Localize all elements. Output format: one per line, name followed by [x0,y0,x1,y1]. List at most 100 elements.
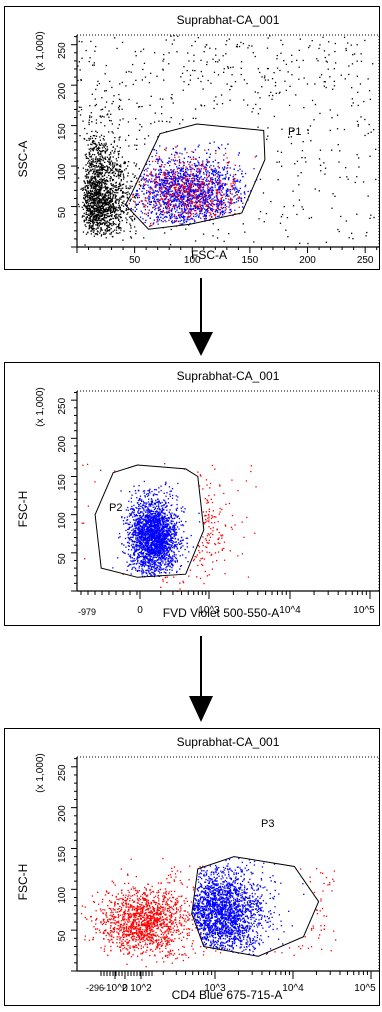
event-dot-black [110,201,112,203]
event-dot-blue [188,198,190,200]
event-dot-black [119,171,122,173]
event-dot-black [110,177,113,179]
event-dot-blue [218,167,220,169]
event-dot-blue [177,180,180,182]
event-dot-blue [199,181,201,183]
event-dot-black [257,68,259,70]
event-dot-black [95,218,98,220]
event-dot-black [118,175,120,177]
event-dot-red [178,206,180,208]
event-dot-red [195,556,197,558]
event-dot-black [102,199,105,201]
event-dot-blue [202,200,204,202]
event-dot-red [222,534,224,536]
event-dot-blue [211,207,213,210]
event-dot-red [173,205,176,208]
event-dot-blue [206,185,208,187]
event-dot-blue [169,186,171,188]
event-dot-black [118,185,120,188]
event-dot-blue [139,216,142,218]
event-dot-blue [178,201,180,203]
event-dot-blue [182,170,185,172]
event-dot-black [96,174,98,176]
event-dot-black [148,82,151,84]
event-dot-black [91,197,94,199]
event-dot-black [134,217,136,219]
event-dot-black [121,196,123,198]
event-dot-blue [227,167,229,169]
event-dot-red [172,178,174,180]
event-dot-blue [155,548,157,550]
event-dot-blue [170,541,172,543]
event-dot-blue [185,212,188,214]
event-dot-blue [220,201,222,203]
event-dot-blue [180,196,182,198]
event-dot-black [331,117,333,119]
event-dot-red [217,199,220,201]
event-dot-black [107,169,109,171]
event-dot-red [215,202,218,205]
event-dot-black [93,198,95,200]
event-dot-blue [155,180,157,183]
event-dot-blue [172,183,174,185]
event-dot-blue [208,207,210,209]
event-dot-blue [228,195,230,197]
event-dot-blue [164,506,166,509]
event-dot-blue [164,556,166,558]
event-dot-black [86,190,88,192]
event-dot-black [95,179,97,181]
event-dot-black [221,103,224,105]
event-dot-black [263,221,265,223]
event-dot-black [261,86,263,88]
event-dot-black [281,213,284,216]
event-dot-blue [163,177,166,179]
event-dot-black [98,158,100,160]
event-dot-black [109,229,111,231]
event-dot-blue [163,181,165,183]
event-dot-red [87,505,89,507]
event-dot-red [181,179,183,181]
event-dot-red [155,185,157,188]
event-dot-black [110,233,112,235]
event-dot-black [94,142,96,144]
event-dot-black [267,67,269,70]
event-dot-red [216,181,218,184]
event-dot-blue [195,200,197,202]
event-dot-black [112,187,114,189]
event-dot-black [85,157,87,159]
event-dot-blue [189,212,192,215]
event-dot-red [234,178,236,180]
event-dot-black [119,207,121,209]
event-dot-red [214,543,216,545]
event-dot-black [121,41,124,44]
event-dot-black [84,138,86,140]
event-dot-blue [208,161,210,163]
event-dot-blue [179,191,181,194]
event-dot-blue [255,155,258,157]
event-dot-black [109,170,112,172]
event-dot-red [221,191,223,193]
event-dot-blue [162,184,164,186]
event-dot-blue [165,147,167,149]
event-dot-black [360,60,363,62]
event-dot-black [96,184,98,186]
event-dot-black [351,87,353,89]
event-dot-red [198,196,200,198]
event-dot-black [90,206,93,208]
event-dot-blue [217,200,220,202]
event-dot-black [102,145,105,147]
event-dot-blue [219,175,221,177]
event-dot-black [87,231,89,233]
event-dot-black [101,186,103,188]
event-dot-black [242,223,244,225]
event-dot-blue [184,174,186,176]
event-dot-blue [208,172,210,174]
event-dot-red [174,188,176,190]
event-dot-blue [174,181,176,183]
event-dot-blue [230,198,232,200]
event-dot-black [96,217,98,219]
event-dot-black [101,181,103,183]
event-dot-black [98,176,100,178]
event-dot-red [217,551,220,553]
event-dot-black [92,210,94,212]
